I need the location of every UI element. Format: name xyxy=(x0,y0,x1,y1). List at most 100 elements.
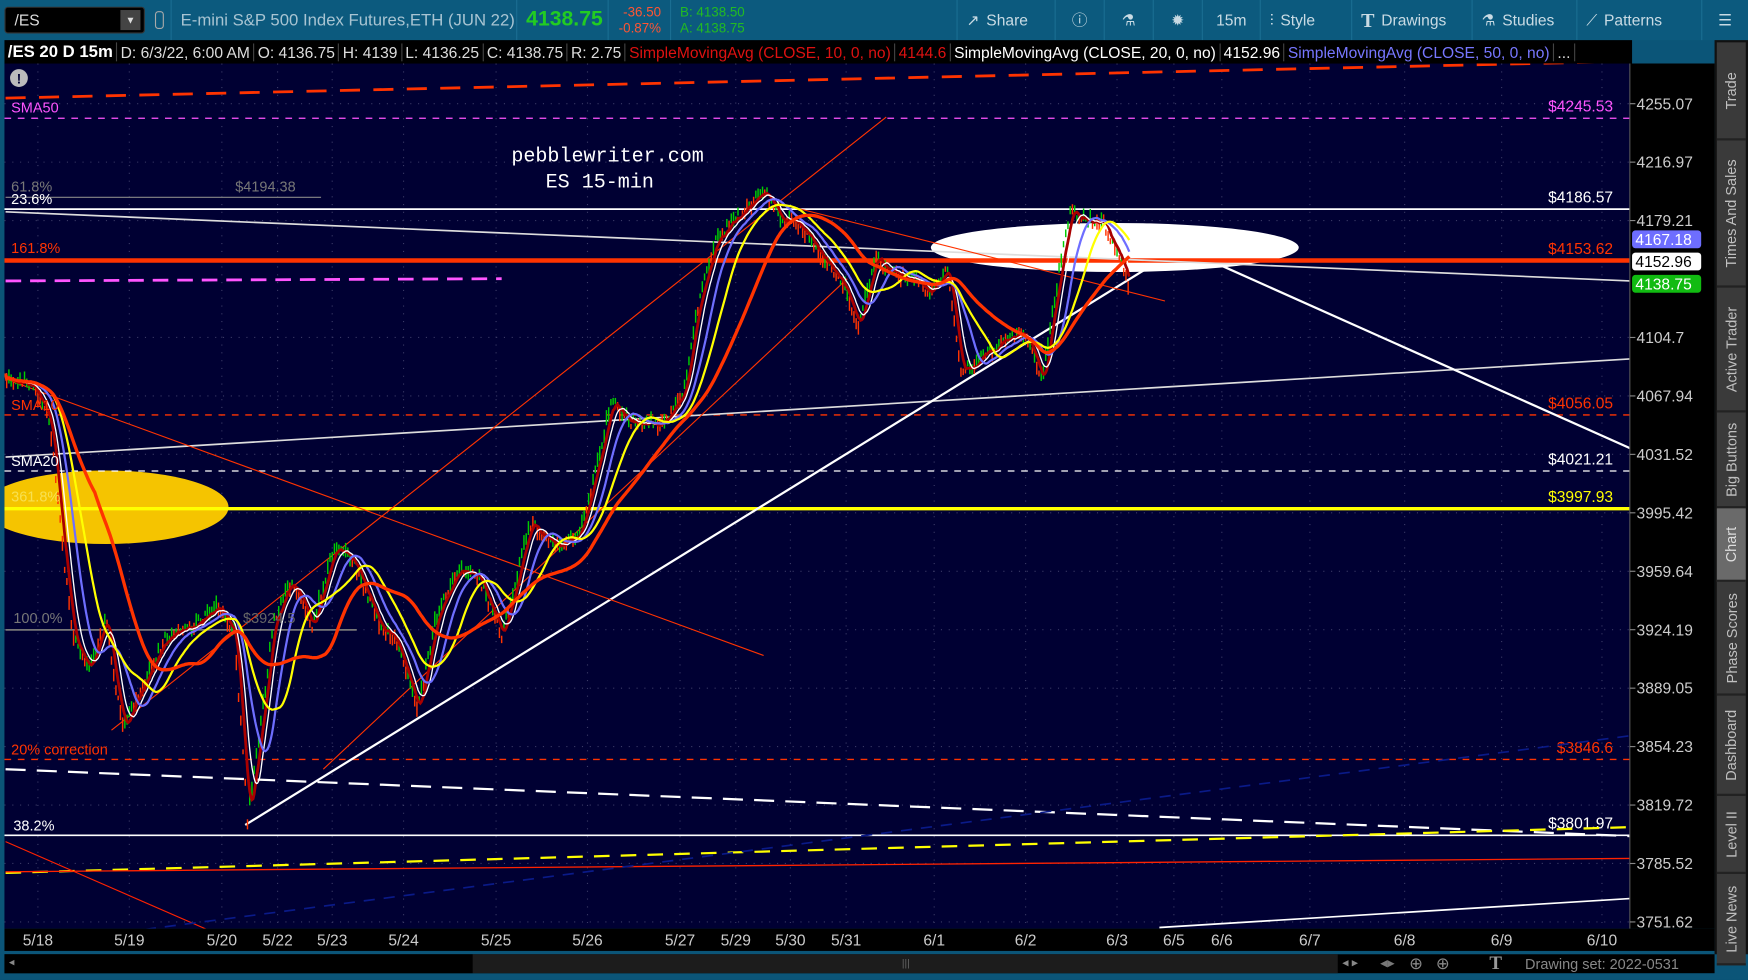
alert-icon[interactable]: ! xyxy=(10,69,28,87)
side-tab-label: Times And Sales xyxy=(1722,158,1740,268)
side-tab-level-ii[interactable]: Level II xyxy=(1716,795,1746,875)
price-tick-label: 4104.7 xyxy=(1637,330,1685,347)
sma20-legend[interactable]: SimpleMovingAvg (CLOSE, 20, 0, no) xyxy=(951,42,1221,61)
price-tick-label: 3924.19 xyxy=(1637,622,1693,639)
price-axis[interactable] xyxy=(1629,63,1715,929)
trendline-white-dashed[interactable] xyxy=(5,768,1630,838)
price-level-label: $4153.62 xyxy=(1548,241,1613,258)
flask-icon: ⚗ xyxy=(1481,10,1496,29)
left-labels: SMA50 61.8% $4194.38 23.6% 161.8% SMA10 … xyxy=(11,101,295,835)
date-tick-label: 5/30 xyxy=(775,930,806,949)
side-tab-label: Dashboard xyxy=(1722,709,1740,781)
trendline-white-uptrend[interactable] xyxy=(244,266,1149,826)
channel-line-falling[interactable] xyxy=(5,378,764,657)
zoom-icon[interactable]: ⊕ xyxy=(1435,954,1450,974)
info-button[interactable]: ⓘ xyxy=(1054,0,1104,41)
chart-info-bar: /ES 20 D 15m D: 6/3/22, 6:00 AM O: 4136.… xyxy=(4,40,1633,64)
label-fib-61-8: 61.8% xyxy=(11,180,52,196)
price-level-label: $4186.57 xyxy=(1548,189,1613,206)
symbol-value: /ES xyxy=(14,11,40,29)
date-tick-label: 5/31 xyxy=(830,930,862,949)
sma50-legend[interactable]: SimpleMovingAvg (CLOSE, 50, 0, no) xyxy=(1285,42,1555,61)
date-axis[interactable]: 5/18 5/19 5/20 5/22 5/23 5/24 5/25 5/26 5/27 5/29… xyxy=(4,928,1715,951)
timeframe-button[interactable]: 15m xyxy=(1201,0,1260,41)
side-tab-label: Phase Scores xyxy=(1722,592,1740,683)
date-tick-label: 5/18 xyxy=(22,930,54,949)
change-percent: -0.87% xyxy=(618,20,662,36)
patterns-button[interactable]: ⟋ Patterns xyxy=(1576,0,1701,41)
label-sma50: SMA50 xyxy=(11,101,59,117)
patterns-icon: ⟋ xyxy=(1586,10,1598,29)
price-level-label: $4056.05 xyxy=(1548,395,1613,412)
price-tick-label: 3819.72 xyxy=(1637,798,1693,815)
scroll-thumb[interactable]: ||| xyxy=(472,954,1338,974)
share-label: Share xyxy=(986,11,1028,29)
label-fib-361-8: 361.8% xyxy=(11,490,60,506)
trendline-white-bottom[interactable] xyxy=(1159,897,1630,929)
trendline-yellow-dashed[interactable] xyxy=(5,826,1630,875)
side-tab-live-news[interactable]: Live News xyxy=(1716,874,1746,966)
drawings-button[interactable]: T Drawings xyxy=(1351,0,1471,41)
gear-icon: ✹ xyxy=(1171,10,1185,29)
price-badge xyxy=(1632,252,1702,271)
side-tab-active-trader[interactable]: Active Trader xyxy=(1716,287,1746,413)
chevron-down-icon[interactable]: ▼ xyxy=(120,10,141,31)
trendline-red-dashed[interactable] xyxy=(5,63,1630,100)
settings-button[interactable]: ✹ xyxy=(1152,0,1202,41)
trendline-red-bottom[interactable] xyxy=(5,857,1630,873)
side-tab-phase-scores[interactable]: Phase Scores xyxy=(1716,581,1746,696)
sma10-legend[interactable]: SimpleMovingAvg (CLOSE, 10, 0, no) xyxy=(626,42,896,61)
drawing-set-selector[interactable]: Drawing set: 2022-0531 xyxy=(1525,955,1679,973)
date-tick-label: 6/9 xyxy=(1490,930,1513,949)
trendline-white-downtrend[interactable] xyxy=(1220,264,1631,450)
price-chart[interactable]: $4245.53 $4186.57 $4153.62 $4056.05 $4021.21… xyxy=(4,63,1715,929)
side-tab-label: Chart xyxy=(1722,526,1740,562)
date-tick-label: 5/25 xyxy=(480,930,512,949)
date-tick-label: 5/26 xyxy=(572,930,603,949)
bar-date: D: 6/3/22, 6:00 AM xyxy=(117,42,255,61)
price-tick-label: 3854.23 xyxy=(1637,739,1693,756)
chart-area[interactable]: $4245.53 $4186.57 $4153.62 $4056.05 $4021.21… xyxy=(4,63,1715,929)
price-tick-label: 3995.42 xyxy=(1637,505,1693,522)
menu-button[interactable]: ☰ xyxy=(1701,0,1748,41)
side-tab-big-buttons[interactable]: Big Buttons xyxy=(1716,412,1746,509)
label-fib-38-2: 38.2% xyxy=(13,819,54,835)
annotation-line2: ES 15-min xyxy=(546,171,654,194)
horizontal-scrollbar[interactable]: ◂ ||| ◂ ▸ ◂▸ ⊕ ⊕ T Drawing set: 2022-053… xyxy=(4,952,1715,974)
side-tab-label: Big Buttons xyxy=(1722,422,1740,497)
date-tick-label: 6/3 xyxy=(1106,930,1128,949)
watermark-annotation: pebblewriter.com ES 15-min xyxy=(511,146,703,195)
studies-button[interactable]: ⚗ Studies xyxy=(1471,0,1577,41)
flask-button[interactable]: ⚗ xyxy=(1103,0,1153,41)
trendline-white-rising[interactable] xyxy=(5,358,1630,458)
bid-ask: B: 4138.50 A: 4138.75 xyxy=(669,0,757,41)
side-tab-times-and-sales[interactable]: Times And Sales xyxy=(1716,140,1746,288)
trendline-navy-dashed[interactable] xyxy=(6,734,1630,929)
price-badge xyxy=(1632,274,1702,293)
date-tick-label: 6/8 xyxy=(1393,930,1416,949)
side-tab-chart[interactable]: Chart xyxy=(1716,508,1746,582)
trendline-magenta-dashed[interactable] xyxy=(5,277,502,283)
symbol-selector[interactable]: /ES ▼ xyxy=(4,6,145,34)
scroll-left-icon[interactable]: ◂ xyxy=(8,956,15,969)
date-tick-label: 5/22 xyxy=(262,930,293,949)
bar-close: C: 4138.75 xyxy=(483,42,568,61)
scroll-arrows-icon[interactable]: ◂ ▸ xyxy=(1342,956,1358,970)
price-badge-value: 4152.96 xyxy=(1635,254,1691,271)
text-tool-icon[interactable]: T xyxy=(1489,952,1503,974)
date-tick-label: 5/27 xyxy=(664,930,696,949)
style-button[interactable]: ⫶ Style xyxy=(1259,0,1351,41)
link-icon[interactable] xyxy=(154,11,164,29)
price-tick-label: 3785.52 xyxy=(1637,856,1693,873)
share-button[interactable]: ↗ Share xyxy=(956,0,1054,41)
side-tab-trade[interactable]: Trade xyxy=(1716,42,1746,141)
side-tab-dashboard[interactable]: Dashboard xyxy=(1716,695,1746,796)
price-tick-label: 3751.62 xyxy=(1637,915,1693,929)
trendline-red-steep[interactable] xyxy=(5,841,223,929)
pan-icon[interactable]: ◂▸ xyxy=(1380,954,1395,971)
more-studies[interactable]: ... xyxy=(1554,42,1575,61)
label-sma20: SMA20 xyxy=(11,454,59,470)
scroll-track-left[interactable]: ◂ xyxy=(4,954,473,974)
price-tick-label: 4067.94 xyxy=(1637,388,1694,405)
crosshair-icon[interactable]: ⊕ xyxy=(1409,954,1424,974)
